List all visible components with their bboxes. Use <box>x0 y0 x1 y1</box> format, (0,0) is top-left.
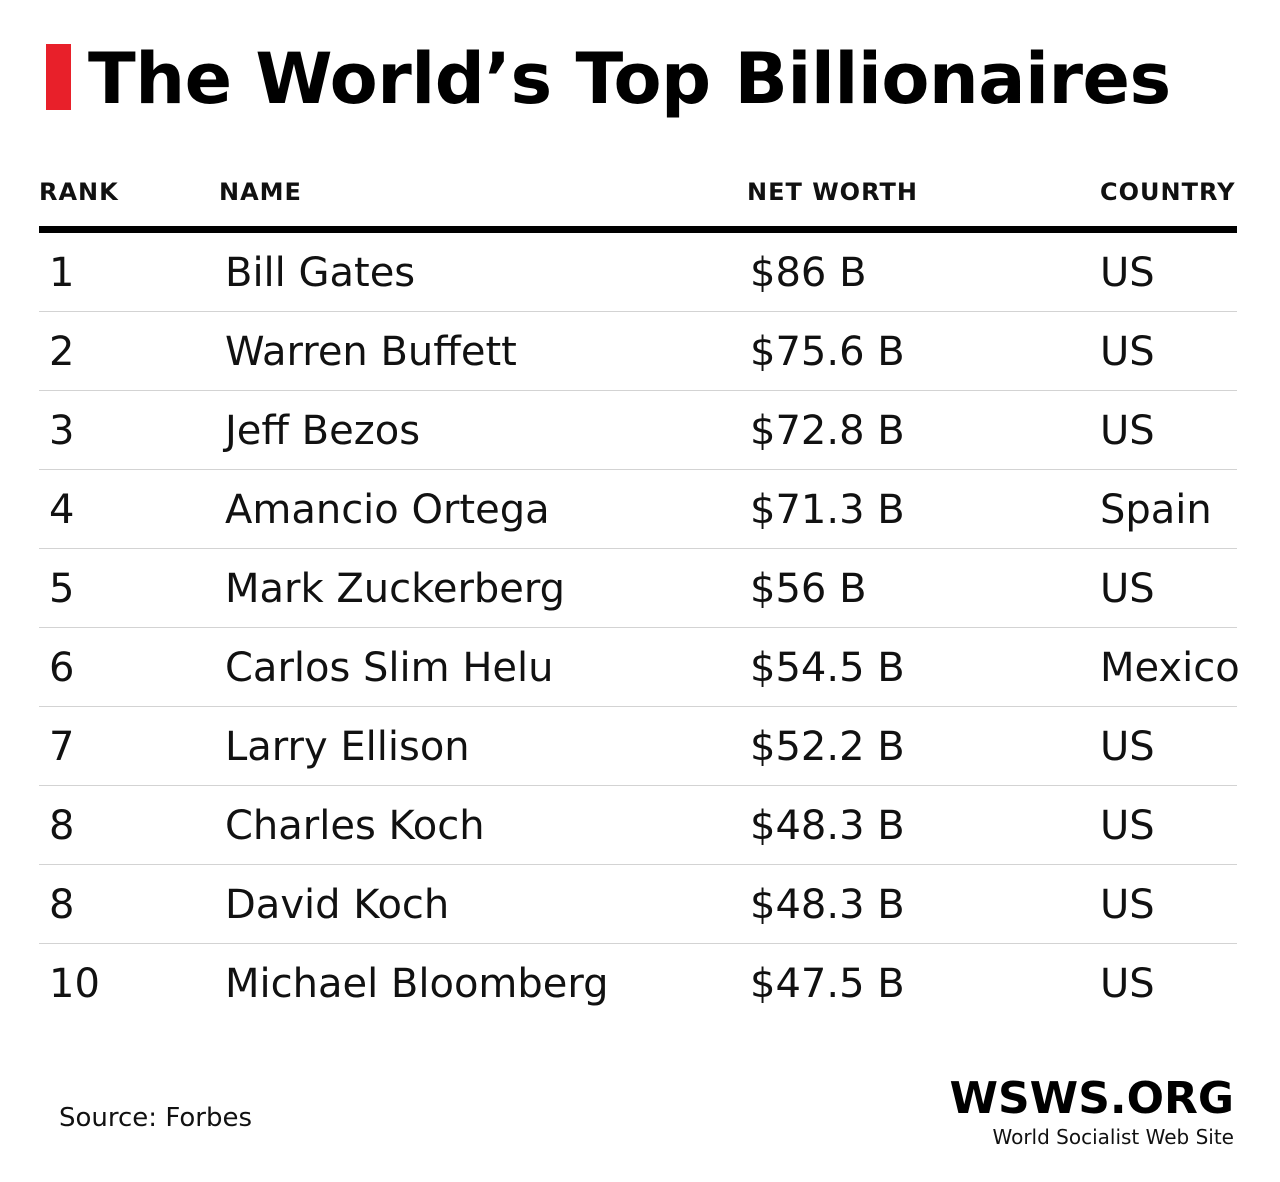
cell-net-worth: $47.5 B <box>750 961 905 1007</box>
cell-rank: 3 <box>49 408 75 454</box>
cell-country: US <box>1100 250 1155 296</box>
table-row: 6 Carlos Slim Helu $54.5 B Mexico <box>39 628 1240 707</box>
cell-rank: 2 <box>49 329 75 375</box>
column-header-name: NAME <box>219 178 302 206</box>
billionaires-table: RANK NAME NET WORTH COUNTRY 1 Bill Gates $… <box>39 170 1240 1022</box>
source-note: Source: Forbes <box>59 1103 252 1133</box>
column-header-country: COUNTRY <box>1100 178 1236 206</box>
cell-name: Charles Koch <box>225 803 485 849</box>
table-row: 5 Mark Zuckerberg $56 B US <box>39 549 1237 628</box>
cell-net-worth: $56 B <box>750 566 867 612</box>
cell-rank: 8 <box>49 882 75 928</box>
cell-country: US <box>1100 408 1155 454</box>
cell-net-worth: $48.3 B <box>750 803 905 849</box>
cell-rank: 5 <box>49 566 75 612</box>
table-row: 7 Larry Ellison $52.2 B US <box>39 707 1237 786</box>
cell-name: Amancio Ortega <box>225 487 550 533</box>
logo-tagline: World Socialist Web Site <box>992 1125 1234 1149</box>
cell-rank: 1 <box>49 250 75 296</box>
cell-name: Bill Gates <box>225 250 416 296</box>
cell-name: Larry Ellison <box>225 724 470 770</box>
table-row: 2 Warren Buffett $75.6 B US <box>39 312 1237 391</box>
table-row: 8 David Koch $48.3 B US <box>39 865 1237 944</box>
table-row: 8 Charles Koch $48.3 B US <box>39 786 1237 865</box>
cell-name: Carlos Slim Helu <box>225 645 554 691</box>
table-row: 3 Jeff Bezos $72.8 B US <box>39 391 1237 470</box>
cell-country: Spain <box>1100 487 1212 533</box>
cell-name: Jeff Bezos <box>225 408 421 454</box>
cell-rank: 6 <box>49 645 75 691</box>
cell-net-worth: $54.5 B <box>750 645 905 691</box>
cell-net-worth: $48.3 B <box>750 882 905 928</box>
column-header-net-worth: NET WORTH <box>747 178 918 206</box>
cell-rank: 4 <box>49 487 75 533</box>
cell-name: Warren Buffett <box>225 329 517 375</box>
logo-wordmark: WSWS.ORG <box>949 1073 1234 1124</box>
wsws-logo: WSWS.ORG World Socialist Web Site <box>949 1074 1234 1150</box>
cell-rank: 10 <box>49 961 100 1007</box>
title-accent-bar <box>46 44 71 110</box>
cell-rank: 7 <box>49 724 75 770</box>
cell-net-worth: $75.6 B <box>750 329 905 375</box>
table-row: 10 Michael Bloomberg $47.5 B US <box>39 944 1237 1022</box>
cell-net-worth: $72.8 B <box>750 408 905 454</box>
table-body: 1 Bill Gates $86 B US 2 Warren Buffett $75.6 B… <box>39 233 1240 1022</box>
cell-name: Mark Zuckerberg <box>225 566 566 612</box>
cell-country: Mexico <box>1100 645 1240 691</box>
cell-net-worth: $71.3 B <box>750 487 905 533</box>
table-header: RANK NAME NET WORTH COUNTRY <box>39 170 1237 233</box>
cell-country: US <box>1100 724 1155 770</box>
cell-country: US <box>1100 803 1155 849</box>
cell-net-worth: $86 B <box>750 250 867 296</box>
cell-net-worth: $52.2 B <box>750 724 905 770</box>
column-header-rank: RANK <box>39 178 119 206</box>
cell-name: David Koch <box>225 882 450 928</box>
cell-country: US <box>1100 882 1155 928</box>
cell-name: Michael Bloomberg <box>225 961 609 1007</box>
cell-rank: 8 <box>49 803 75 849</box>
table-row: 4 Amancio Ortega $71.3 B Spain <box>39 470 1237 549</box>
cell-country: US <box>1100 961 1155 1007</box>
cell-country: US <box>1100 566 1155 612</box>
page-title: The World’s Top Billionaires <box>88 38 1171 120</box>
cell-country: US <box>1100 329 1155 375</box>
table-row: 1 Bill Gates $86 B US <box>39 233 1237 312</box>
